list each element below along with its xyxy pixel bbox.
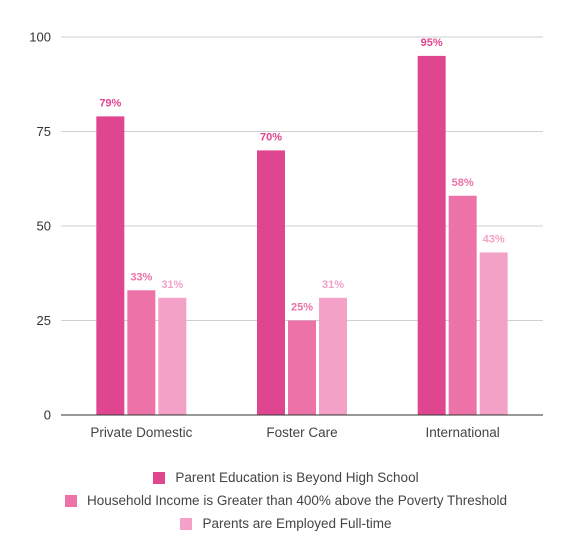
data-label: 79% — [99, 97, 121, 109]
x-category-label: International — [426, 425, 500, 440]
legend-swatch — [65, 494, 77, 507]
data-label: 25% — [291, 302, 313, 314]
data-labels: 79% 33% 31% 70% 25% 31% 95% 58% 43% — [99, 37, 505, 314]
bar — [417, 55, 446, 416]
y-tick-label: 50 — [37, 219, 51, 234]
bar — [319, 297, 347, 415]
legend-swatch — [153, 471, 166, 484]
y-axis-ticks: 0 25 50 75 100 — [29, 30, 51, 423]
data-label: 43% — [483, 233, 505, 245]
legend-label: Parents are Employed Full-time — [202, 516, 392, 531]
bar — [288, 320, 316, 415]
legend-swatch — [180, 517, 193, 530]
data-label: 95% — [421, 37, 443, 49]
legend-item-education: Parent Education is Beyond High School — [0, 466, 572, 489]
y-tick-label: 75 — [37, 124, 51, 139]
bar-chart: 0 25 50 75 100 79% 33% 31% 70% 25% 31% 95% 58% 43% P… — [29, 30, 543, 440]
bar — [96, 116, 125, 415]
data-label: 70% — [260, 131, 282, 143]
data-label: 31% — [161, 279, 183, 291]
y-tick-label: 0 — [44, 408, 51, 423]
x-category-label: Foster Care — [266, 425, 337, 440]
legend-label: Household Income is Greater than 400% ab… — [87, 493, 507, 508]
data-label: 58% — [452, 177, 474, 189]
bar — [257, 150, 285, 415]
bars — [96, 55, 508, 416]
x-axis-categories: Private Domestic Foster Care International — [90, 425, 500, 440]
data-label: 31% — [322, 279, 344, 291]
legend-item-employment: Parents are Employed Full-time — [0, 512, 572, 535]
bar — [127, 290, 156, 415]
legend-label: Parent Education is Beyond High School — [175, 470, 419, 485]
bar — [158, 297, 187, 415]
data-label: 33% — [130, 271, 152, 283]
y-tick-label: 100 — [29, 30, 51, 45]
bar — [448, 195, 477, 415]
bar — [479, 252, 508, 415]
x-category-label: Private Domestic — [90, 425, 192, 440]
legend-item-income: Household Income is Greater than 400% ab… — [0, 489, 572, 512]
y-tick-label: 25 — [37, 313, 51, 328]
legend: Parent Education is Beyond High School H… — [0, 466, 572, 535]
